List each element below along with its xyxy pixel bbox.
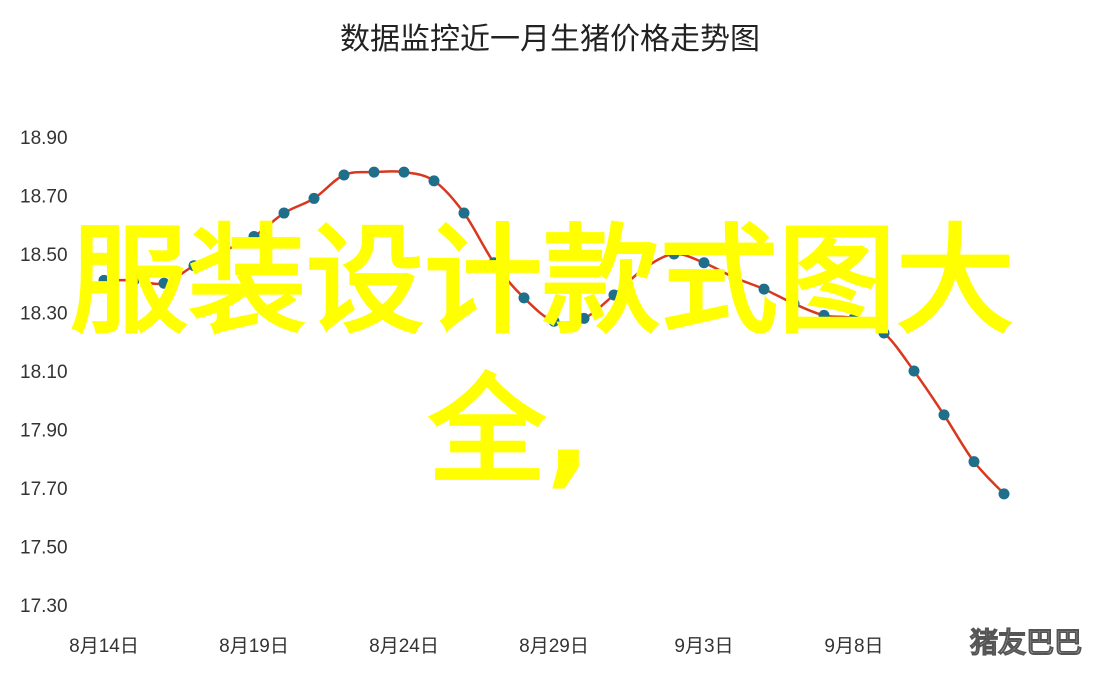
- data-point: [548, 315, 560, 327]
- data-point: [638, 263, 650, 275]
- data-point: [848, 312, 860, 324]
- data-point: [938, 409, 950, 421]
- chart-title: 数据监控近一月生猪价格走势图: [340, 22, 760, 57]
- data-point: [368, 166, 380, 178]
- data-point: [128, 274, 140, 286]
- data-point: [818, 309, 830, 321]
- data-point: [398, 166, 410, 178]
- data-point: [698, 257, 710, 269]
- data-point: [458, 207, 470, 219]
- data-point: [428, 175, 440, 187]
- overlay-text-2: 全,: [428, 362, 591, 500]
- data-point: [308, 192, 320, 204]
- data-point: [758, 283, 770, 295]
- y-tick-label: 18.90: [20, 128, 68, 149]
- overlay-text: 服装设计款式图大: [70, 212, 1015, 350]
- y-tick-label: 18.70: [20, 187, 68, 208]
- data-point: [338, 169, 350, 181]
- x-tick-label: 8月19日: [219, 636, 289, 657]
- data-point: [788, 298, 800, 310]
- watermark: 猪友巴巴: [969, 626, 1082, 660]
- data-point: [248, 230, 260, 242]
- data-point: [518, 292, 530, 304]
- x-tick-label: 9月3日: [674, 636, 733, 657]
- data-point: [728, 271, 740, 283]
- data-point: [578, 312, 590, 324]
- x-tick-label: 8月24日: [369, 636, 439, 657]
- data-point: [98, 274, 110, 286]
- data-point: [608, 289, 620, 301]
- data-point: [908, 365, 920, 377]
- y-tick-label: 18.30: [20, 304, 68, 325]
- data-point: [998, 488, 1010, 500]
- x-tick-label: 8月14日: [69, 636, 139, 657]
- data-point: [218, 245, 230, 257]
- y-tick-label: 17.90: [20, 421, 68, 442]
- y-tick-label: 17.50: [20, 538, 68, 559]
- y-tick-label: 18.10: [20, 362, 68, 383]
- data-point: [278, 207, 290, 219]
- data-point: [488, 257, 500, 269]
- y-tick-label: 18.50: [20, 245, 68, 266]
- y-tick-label: 17.30: [20, 596, 68, 617]
- data-point: [668, 248, 680, 260]
- data-point: [158, 277, 170, 289]
- x-tick-label: 8月29日: [519, 636, 589, 657]
- data-point: [968, 456, 980, 468]
- data-point: [188, 260, 200, 272]
- x-tick-label: 9月8日: [824, 636, 883, 657]
- data-point: [878, 327, 890, 339]
- y-tick-label: 17.70: [20, 479, 68, 500]
